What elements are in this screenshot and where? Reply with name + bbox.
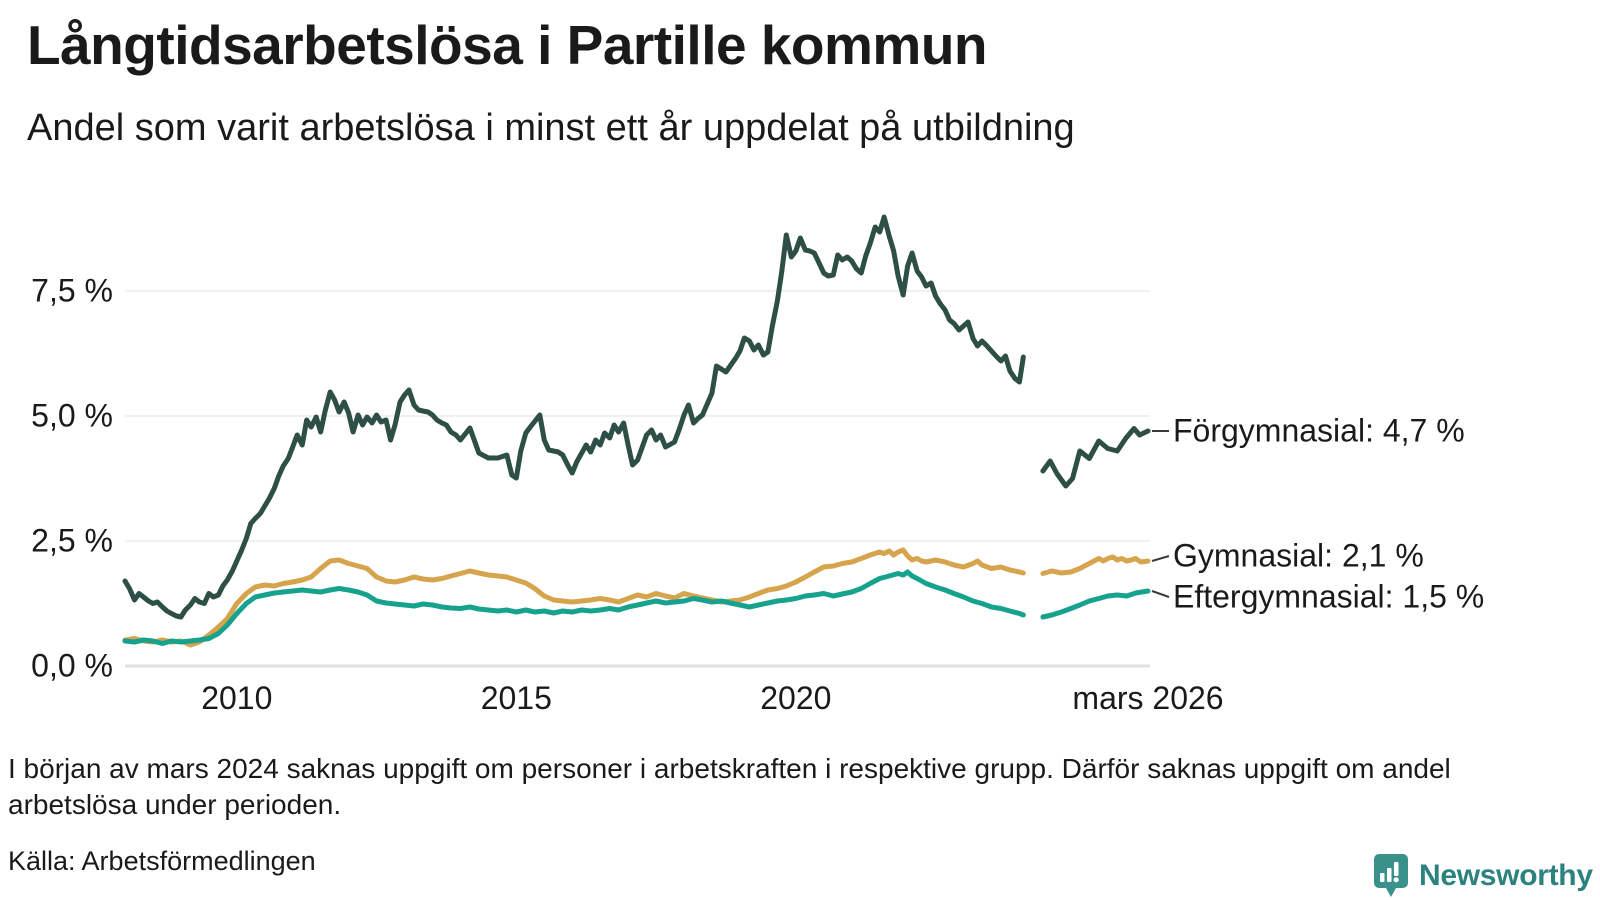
y-axis-tick: 0,0 % [31, 647, 113, 684]
series-label-gymnasial: Gymnasial: 2,1 % [1173, 537, 1424, 574]
y-axis-tick: 2,5 % [31, 522, 113, 559]
source-text: Källa: Arbetsförmedlingen [8, 846, 316, 876]
series-label-eftergymnasial: Eftergymnasial: 1,5 % [1173, 578, 1485, 615]
x-axis-tick: 2015 [480, 680, 552, 716]
footnote-text: I början av mars 2024 saknas uppgift om … [8, 753, 1451, 821]
newsworthy-logo: Newsworthy [1372, 852, 1593, 900]
y-axis-tick: 7,5 % [31, 272, 113, 309]
newsworthy-logo-text: Newsworthy [1419, 859, 1593, 892]
x-axis-tick: 2010 [201, 680, 273, 716]
series-label-forgymnasial: Förgymnasial: 4,7 % [1173, 412, 1465, 449]
x-axis-tick: 2020 [760, 680, 832, 716]
y-axis-tick: 5,0 % [31, 397, 113, 434]
x-axis-tick: mars 2026 [1072, 680, 1224, 716]
newsworthy-logo-icon [1374, 854, 1408, 897]
page-title: Långtidsarbetslösa i Partille kommun [27, 14, 988, 76]
page-subtitle: Andel som varit arbetslösa i minst ett å… [27, 107, 1075, 149]
